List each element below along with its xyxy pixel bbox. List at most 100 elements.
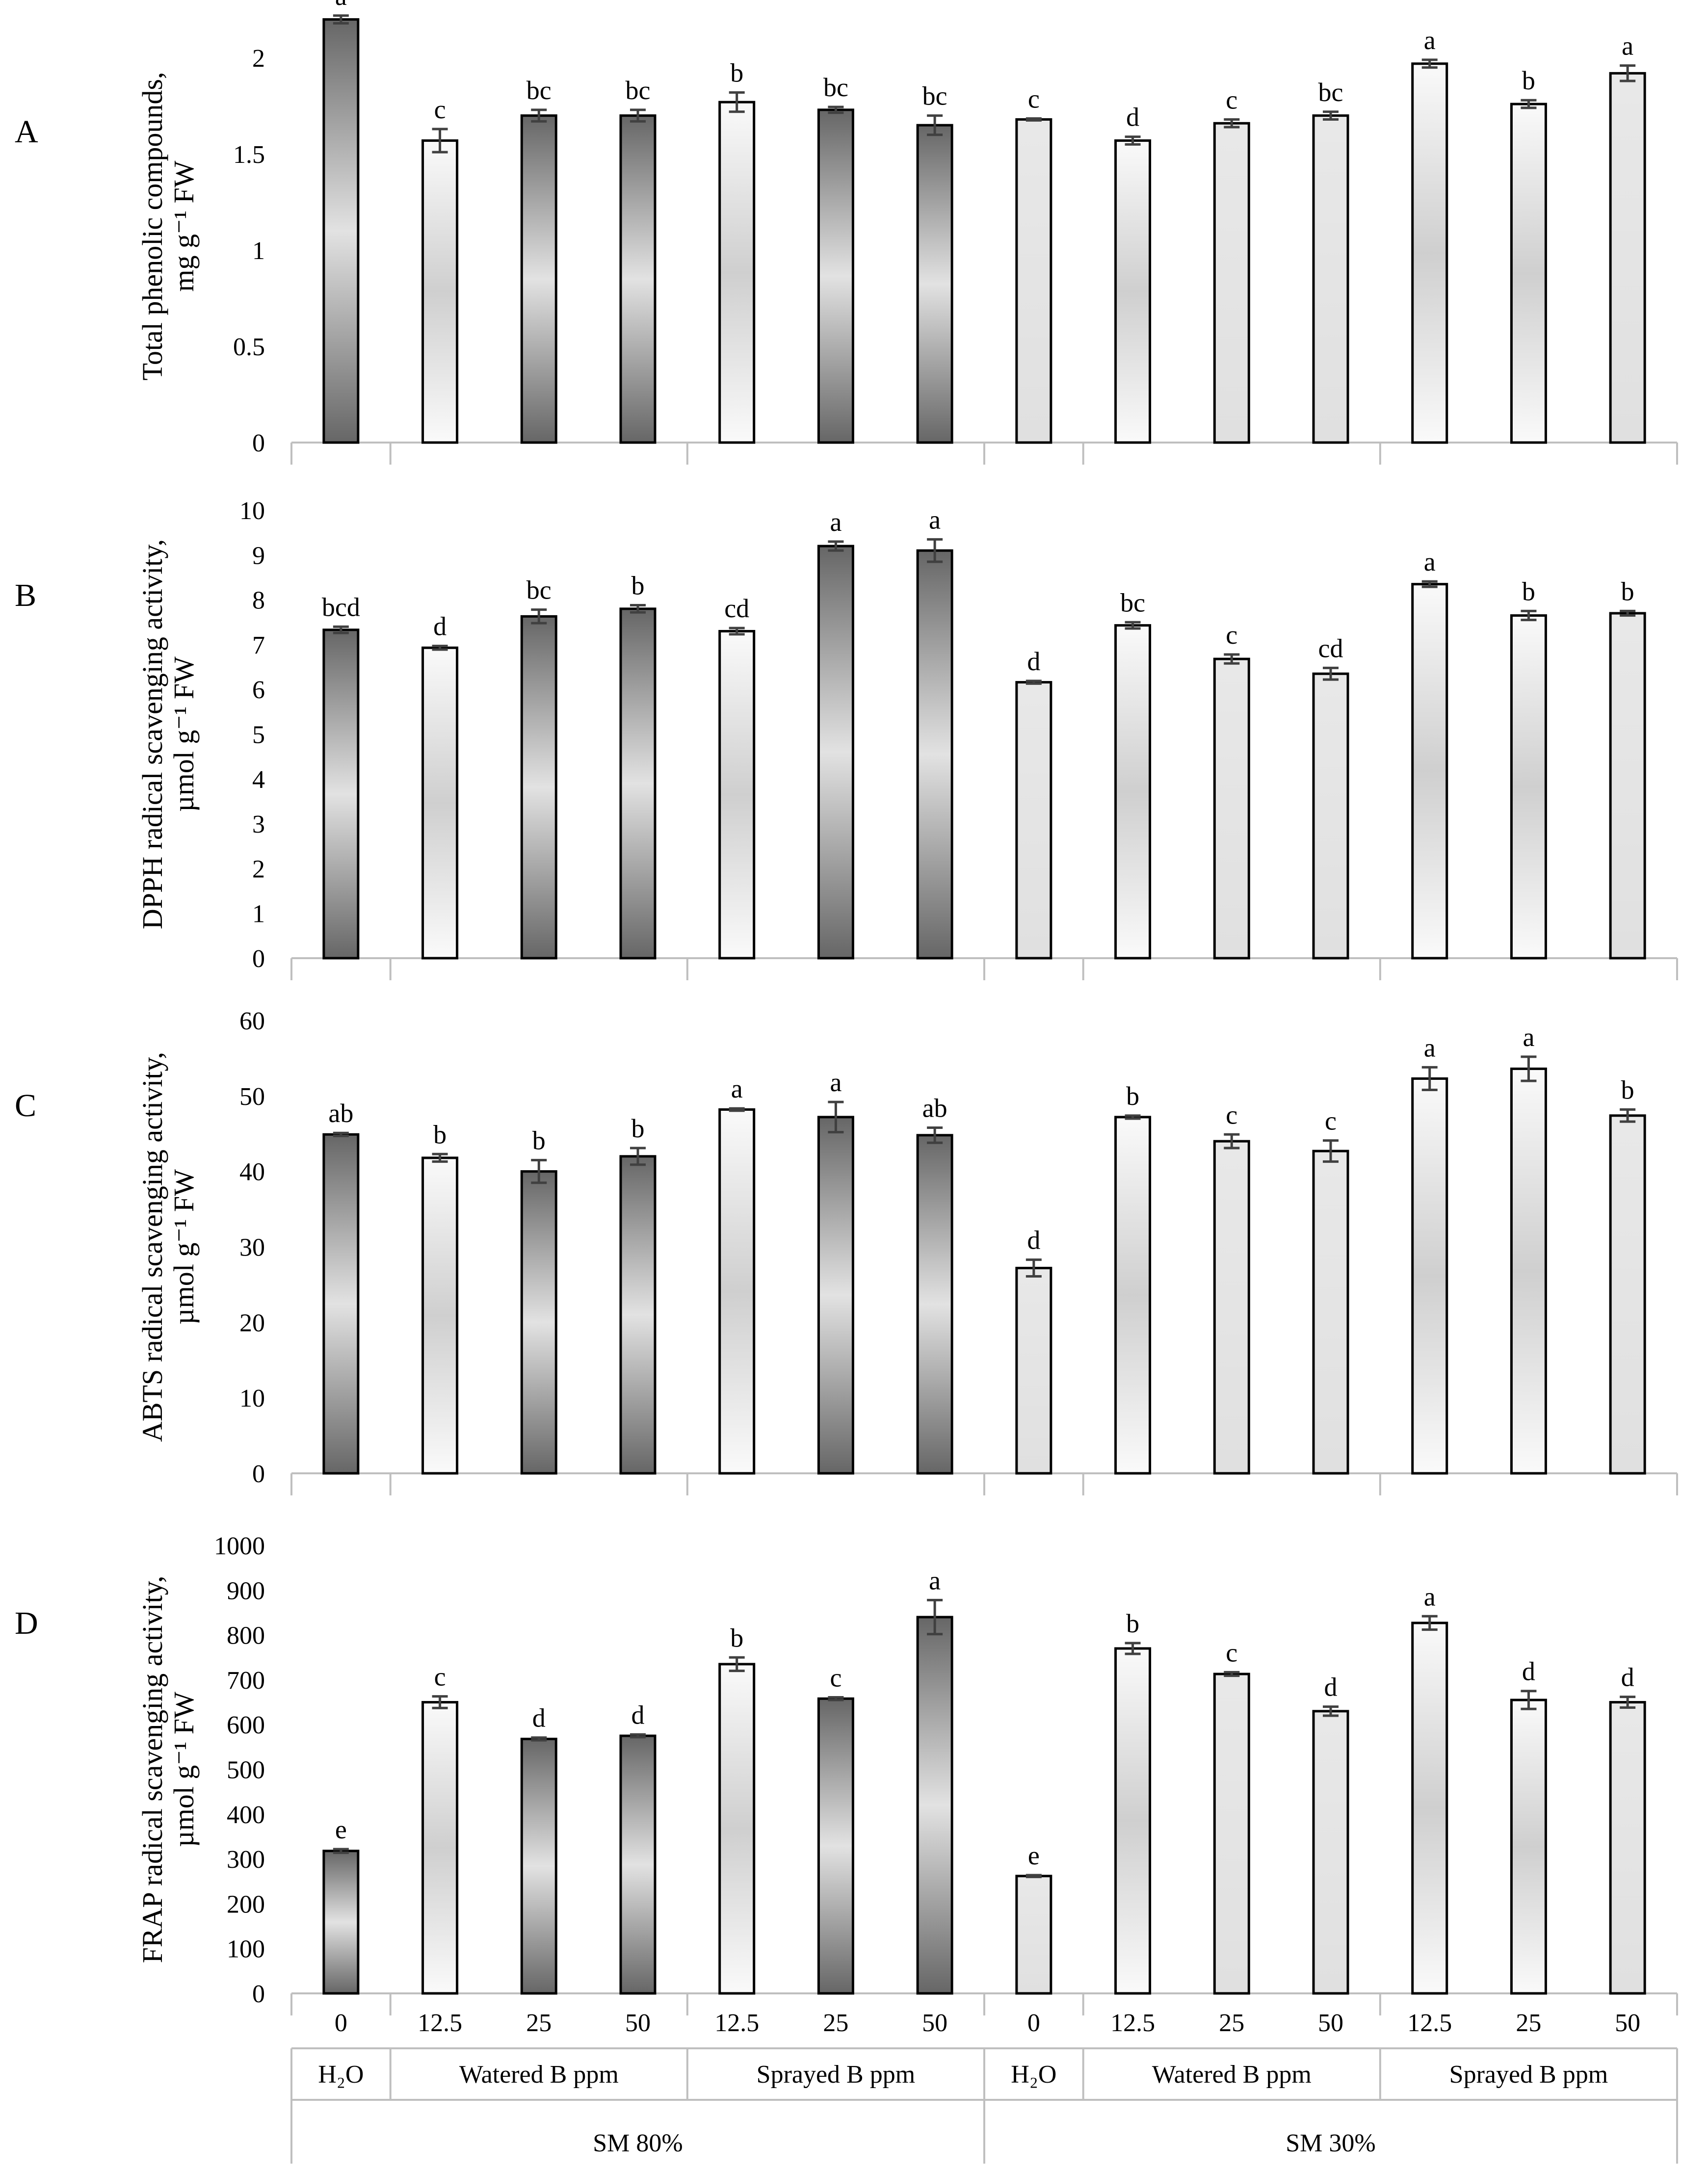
y-tick-label: 300 [227,1846,265,1874]
error-bar [1323,666,1339,681]
panel-letter: A [15,114,38,150]
error-bar [1521,1055,1537,1082]
bar [1609,612,1646,960]
bar [1015,1875,1052,1995]
significance-letter: d [1126,103,1139,132]
error-bar [630,604,646,614]
error-bar [1025,117,1042,122]
dose-label: 25 [1516,2009,1541,2037]
significance-letter: d [631,1700,645,1729]
moisture-label: SM 80% [593,2129,683,2157]
y-axis-title: DPPH radical scavenging activity,µmol g⁻… [136,539,200,929]
error-bar [1521,1690,1537,1710]
bar [916,1134,953,1475]
significance-letter: b [730,1623,743,1652]
bar [1015,118,1052,444]
error-bar [1421,58,1438,69]
error-bar [828,1696,844,1701]
y-axis-title-line: µmol g⁻¹ FW [168,1169,200,1325]
bar [1312,1150,1349,1475]
error-bar [1025,1258,1042,1278]
bar [520,1737,557,1995]
error-bar [630,1147,646,1166]
y-tick-label: 2 [252,855,265,883]
dose-label: 0 [1027,2009,1040,2037]
bar [1312,672,1349,960]
bar [1312,1710,1349,1995]
error-bar [1025,680,1042,685]
significance-letter: b [631,1114,645,1143]
error-bar [828,1100,844,1134]
bar [1213,122,1250,444]
bar [1609,1701,1646,1995]
y-tick-label: 7 [252,631,265,659]
significance-letter: c [434,95,446,124]
bar [1609,72,1646,444]
significance-letter: c [1226,620,1237,650]
bar [520,615,557,960]
y-axis-title-line: ABTS radical scavenging activity, [136,1052,168,1442]
error-bar [531,1159,547,1184]
bar [1213,1140,1250,1475]
panel-d: D FRAP radical scavenging activity,µmol g… [15,1532,1678,2015]
y-tick-label: 600 [227,1711,265,1739]
panel-letter: B [15,577,36,613]
group-label: H₂O [318,2061,364,2089]
significance-letter: b [532,1126,546,1155]
significance-letter: bc [1120,588,1145,617]
bar [619,1734,657,1995]
error-bar [531,108,547,123]
error-bar [333,1848,349,1854]
bar [1114,624,1152,960]
significance-letter: bc [823,73,848,102]
significance-letter: d [433,612,447,641]
y-tick-label: 200 [227,1890,265,1918]
y-axis-title: Total phenolic compounds,mg g⁻¹ FW [136,72,200,381]
significance-letter: bc [922,81,947,111]
significance-letter: b [1126,1081,1139,1111]
bar [322,1850,360,1995]
error-bar [432,128,448,154]
significance-letter: bc [526,76,552,105]
y-tick-label: 50 [239,1083,265,1111]
group-label: Watered B ppm [459,2061,619,2089]
y-tick-label: 40 [239,1158,265,1186]
bar [1510,614,1547,960]
significance-letter: b [1126,1609,1139,1638]
y-tick-label: 1.5 [233,141,265,169]
error-bar [729,1656,745,1673]
significance-letter: a [830,507,841,537]
significance-letter: a [929,1566,941,1595]
bar [916,1616,953,1995]
error-bar [432,1152,448,1163]
dose-label: 50 [625,2009,651,2037]
significance-letter: a [1424,547,1436,576]
error-bar [1421,580,1438,588]
group-label: Sprayed B ppm [757,2061,916,2089]
significance-letter: a [1424,1033,1436,1062]
y-tick-label: 700 [227,1667,265,1695]
bar [619,607,657,960]
y-tick-label: 20 [239,1309,265,1337]
significance-letter: c [1226,85,1237,114]
y-tick-label: 60 [239,1007,265,1035]
significance-letter: b [631,571,645,601]
significance-letter: c [434,1662,446,1692]
significance-letter: b [1522,66,1535,95]
bar [1609,1114,1646,1475]
error-bar [1125,1642,1141,1655]
significance-letter: d [1522,1657,1535,1686]
bar [322,628,360,960]
y-axis-title: FRAP radical scavenging activity,µmol g⁻… [136,1576,200,1963]
y-tick-label: 2 [252,45,265,73]
significance-letter: bcd [322,592,360,622]
significance-letter: a [1523,1022,1534,1052]
group-label: H₂O [1011,2061,1056,2089]
error-bar [1620,609,1636,617]
error-bar [1521,609,1537,622]
significance-letter: d [1027,647,1040,676]
error-bar [531,1736,547,1742]
bar [322,18,360,444]
error-bar [1224,1671,1240,1677]
